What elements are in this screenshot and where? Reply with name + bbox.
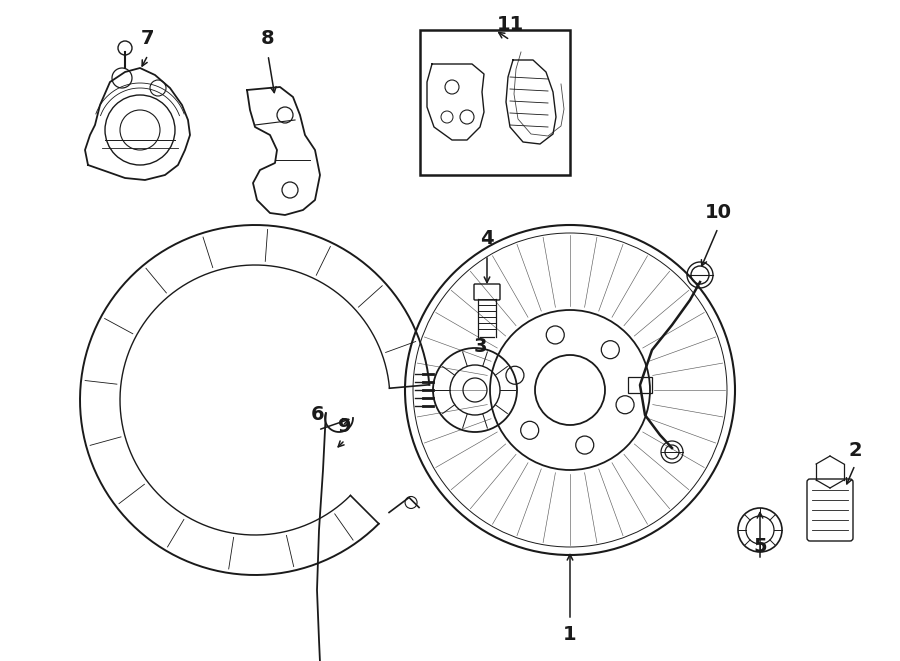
Text: 2: 2 <box>848 442 862 461</box>
Text: 11: 11 <box>497 15 524 34</box>
Text: 9: 9 <box>338 416 352 436</box>
Bar <box>628 377 652 393</box>
Text: 5: 5 <box>753 537 767 555</box>
Text: 1: 1 <box>563 625 577 644</box>
Text: 6: 6 <box>311 405 325 424</box>
Bar <box>420 30 570 175</box>
Text: 8: 8 <box>261 30 274 48</box>
Text: 7: 7 <box>141 30 155 48</box>
Text: 10: 10 <box>705 202 732 221</box>
Text: 4: 4 <box>481 229 494 249</box>
Text: 3: 3 <box>473 336 487 356</box>
